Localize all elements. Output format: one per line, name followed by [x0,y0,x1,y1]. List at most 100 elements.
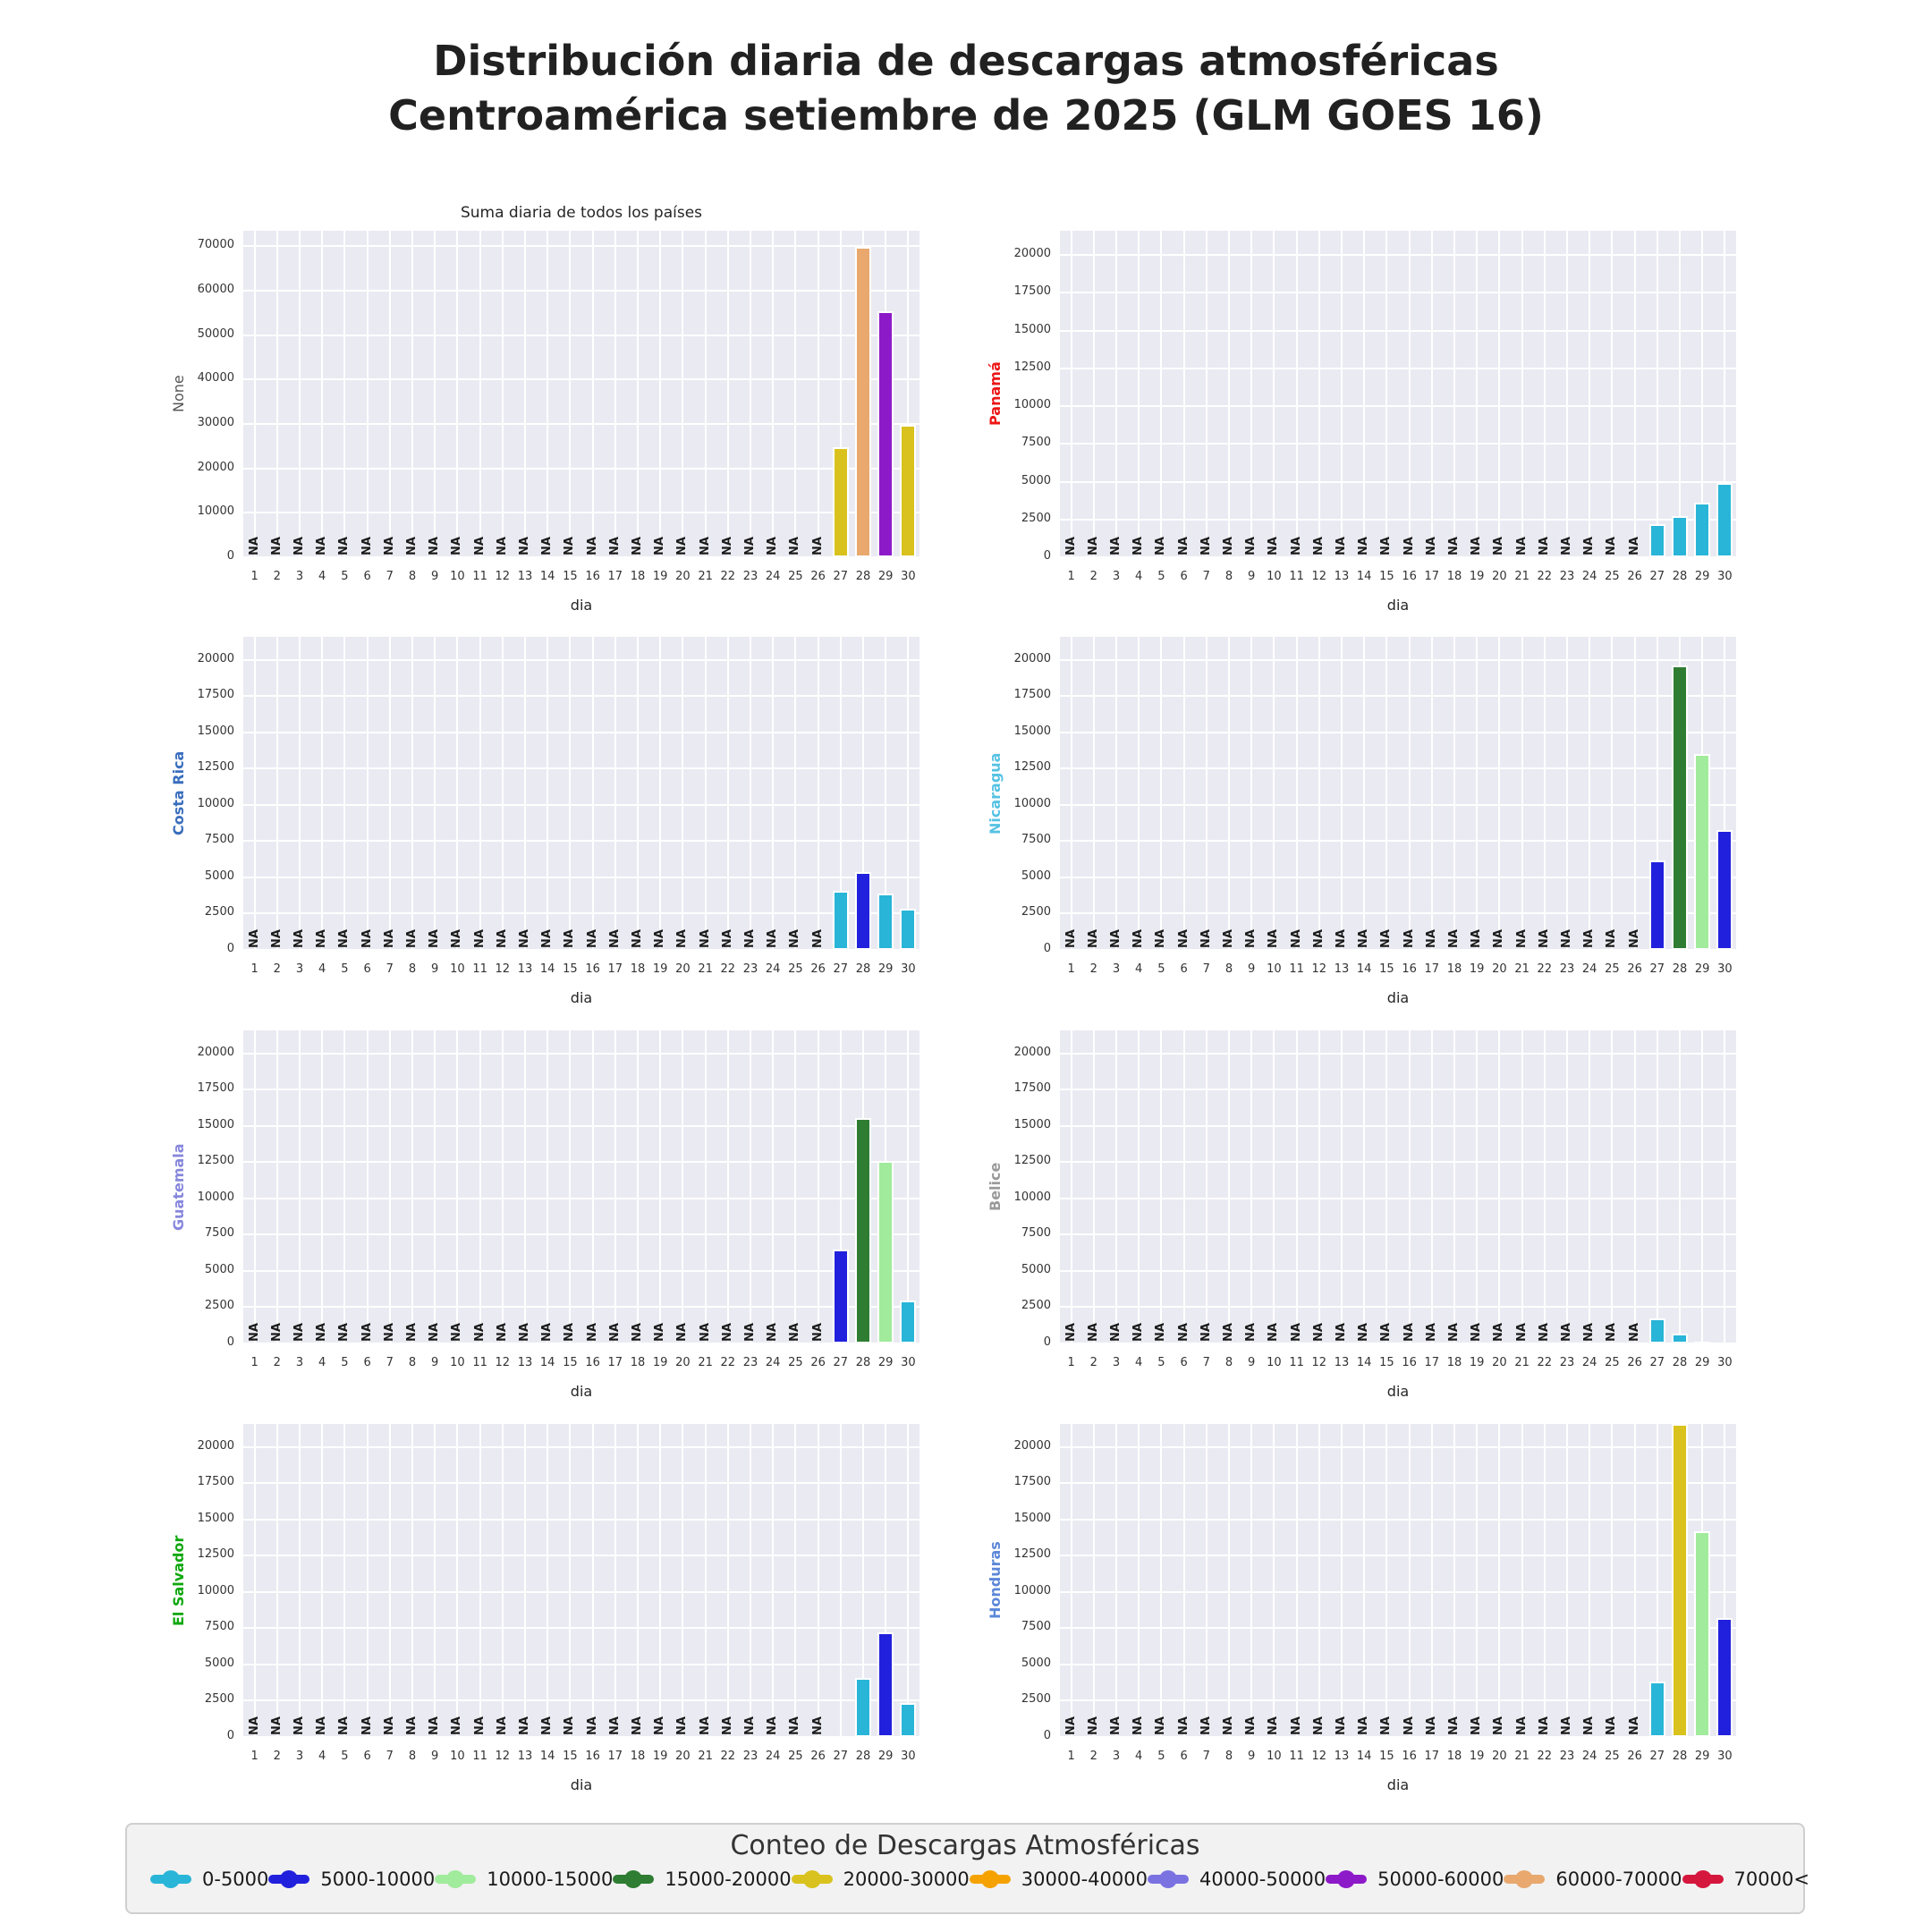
panel-suma-na-label-day-24: NA [766,537,780,555]
panel-el-salvador-na-label-day-10: NA [450,1716,464,1735]
panel-nicaragua-gridline-v [1138,637,1140,950]
panel-el-salvador-na-label-day-26: NA [810,1716,825,1735]
panel-guatemala-xtick-2: 2 [273,1356,281,1369]
panel-belice-xtick-14: 14 [1356,1356,1372,1369]
panel-nicaragua-xtick-26: 26 [1627,962,1642,976]
panel-belice-gridline-v [1318,1030,1320,1343]
panel-panama-gridline-v [1070,231,1072,557]
panel-belice-ytick: 2500 [1021,1299,1051,1313]
panel-nicaragua-gridline-h [1060,912,1736,915]
panel-belice-ytick: 15000 [1013,1117,1051,1131]
panel-panama-gridline-v [1273,231,1275,557]
legend-marker-icon [969,1870,1011,1888]
panel-guatemala-na-label-day-22: NA [720,1323,734,1342]
panel-panama-gridline-v [1521,231,1523,557]
panel-costa-rica-xtick-21: 21 [698,962,713,976]
panel-panama-na-label-day-7: NA [1199,537,1213,555]
panel-costa-rica-na-label-day-1: NA [247,929,261,948]
panel-belice-gridline-v [1385,1030,1388,1343]
panel-suma-bar-day-27 [832,446,849,557]
panel-honduras-xtick-8: 8 [1224,1750,1233,1763]
panel-panama-xtick-21: 21 [1514,570,1530,583]
panel-suma-bar-day-29 [877,310,894,557]
panel-guatemala-xtick-19: 19 [652,1356,668,1369]
panel-el-salvador-gridline-h [243,1482,919,1485]
figure-title: Distribución diaria de descargas atmosfé… [0,34,1932,142]
panel-costa-rica-xtick-16: 16 [585,962,600,976]
panel-guatemala-na-label-day-2: NA [269,1323,284,1342]
panel-el-salvador-na-label-day-1: NA [247,1716,261,1735]
panel-honduras-gridline-v [1363,1424,1366,1737]
panel-el-salvador-gridline-v [794,1424,797,1737]
panel-guatemala-xtick-25: 25 [788,1356,803,1369]
panel-belice-xtick-6: 6 [1180,1356,1188,1369]
panel-guatemala-gridline-v [659,1030,662,1343]
panel-panama-ytick: 10000 [1013,398,1051,412]
panel-belice-na-label-day-23: NA [1560,1323,1573,1342]
panel-el-salvador-xtick-25: 25 [788,1750,803,1763]
panel-el-salvador-xtick-19: 19 [652,1750,668,1763]
panel-belice-na-label-day-15: NA [1379,1323,1394,1342]
panel-belice-na-label-day-4: NA [1131,1323,1146,1342]
panel-honduras-gridline-h [1060,1627,1736,1630]
panel-belice-xlabel: dia [1386,1383,1410,1400]
panel-nicaragua-xtick-3: 3 [1112,962,1121,976]
panel-el-salvador-xtick-13: 13 [517,1750,533,1763]
panel-suma-xtick-10: 10 [450,570,465,583]
legend-item-label: 0-5000 [202,1868,269,1890]
panel-honduras-bar-day-29 [1694,1530,1711,1737]
panel-nicaragua-xtick-28: 28 [1672,962,1688,976]
panel-guatemala-bar-day-27 [832,1250,849,1343]
panel-belice-gridline-v [1566,1030,1568,1343]
panel-nicaragua-xtick-15: 15 [1379,962,1394,976]
panel-honduras-gridline-v [1160,1424,1163,1737]
panel-nicaragua-gridline-h [1060,876,1736,878]
panel-nicaragua-xtick-16: 16 [1402,962,1417,976]
panel-el-salvador-gridline-v [299,1424,301,1737]
panel-panama-xtick-5: 5 [1157,570,1165,583]
panel-suma-na-label-day-16: NA [585,537,599,555]
panel-honduras-na-label-day-14: NA [1357,1716,1371,1735]
legend-marker-icon [150,1870,191,1888]
panel-costa-rica-gridline-h [243,658,919,661]
panel-suma-gridline-v [275,231,278,557]
panel-el-salvador-gridline-h [243,1736,919,1738]
panel-panama-na-label-day-23: NA [1560,537,1573,555]
panel-el-salvador-na-label-day-19: NA [653,1716,667,1735]
panel-panama-xtick-26: 26 [1627,570,1642,583]
panel-panama-xtick-23: 23 [1559,570,1575,583]
legend-item-20000-30000: 20000-30000 [791,1868,970,1890]
legend-marker-icon [435,1870,477,1888]
panel-honduras-xtick-5: 5 [1157,1750,1165,1763]
panel-guatemala-xlabel: dia [570,1383,593,1400]
panel-belice-xtick-10: 10 [1267,1356,1282,1369]
panel-el-salvador-gridline-v [726,1424,729,1737]
panel-costa-rica-xtick-22: 22 [720,962,736,976]
panel-guatemala-na-label-day-24: NA [766,1323,780,1342]
panel-costa-rica-xtick-6: 6 [363,962,371,976]
panel-guatemala-xtick-20: 20 [675,1356,691,1369]
panel-costa-rica-bar-day-27 [832,890,849,950]
panel-costa-rica-na-label-day-14: NA [540,929,555,948]
panel-nicaragua-gridline-v [1160,637,1163,950]
panel-nicaragua-xtick-5: 5 [1157,962,1165,976]
panel-belice-xtick-3: 3 [1112,1356,1121,1369]
panel-guatemala-xtick-7: 7 [386,1356,394,1369]
figure-title-line2: Centroamérica setiembre de 2025 (GLM GOE… [388,90,1544,140]
panel-honduras-gridline-h [1060,1555,1736,1557]
panel-nicaragua-xtick-23: 23 [1559,962,1575,976]
panel-nicaragua-gridline-v [1341,637,1343,950]
panel-costa-rica-xtick-1: 1 [250,962,258,976]
panel-belice-na-label-day-17: NA [1424,1323,1438,1342]
panel-costa-rica-gridline-h [243,695,919,698]
panel-suma-gridline-h [243,423,919,426]
panel-suma-xtick-17: 17 [607,570,623,583]
panel-panama-gridline-v [1566,231,1568,557]
panel-honduras-xtick-20: 20 [1492,1750,1507,1763]
panel-honduras-gridline-v [1453,1424,1455,1737]
panel-suma-na-label-day-23: NA [743,537,757,555]
legend-item-15000-20000: 15000-20000 [613,1868,792,1890]
panel-el-salvador-xtick-28: 28 [855,1750,871,1763]
panel-suma-xtick-19: 19 [652,570,668,583]
